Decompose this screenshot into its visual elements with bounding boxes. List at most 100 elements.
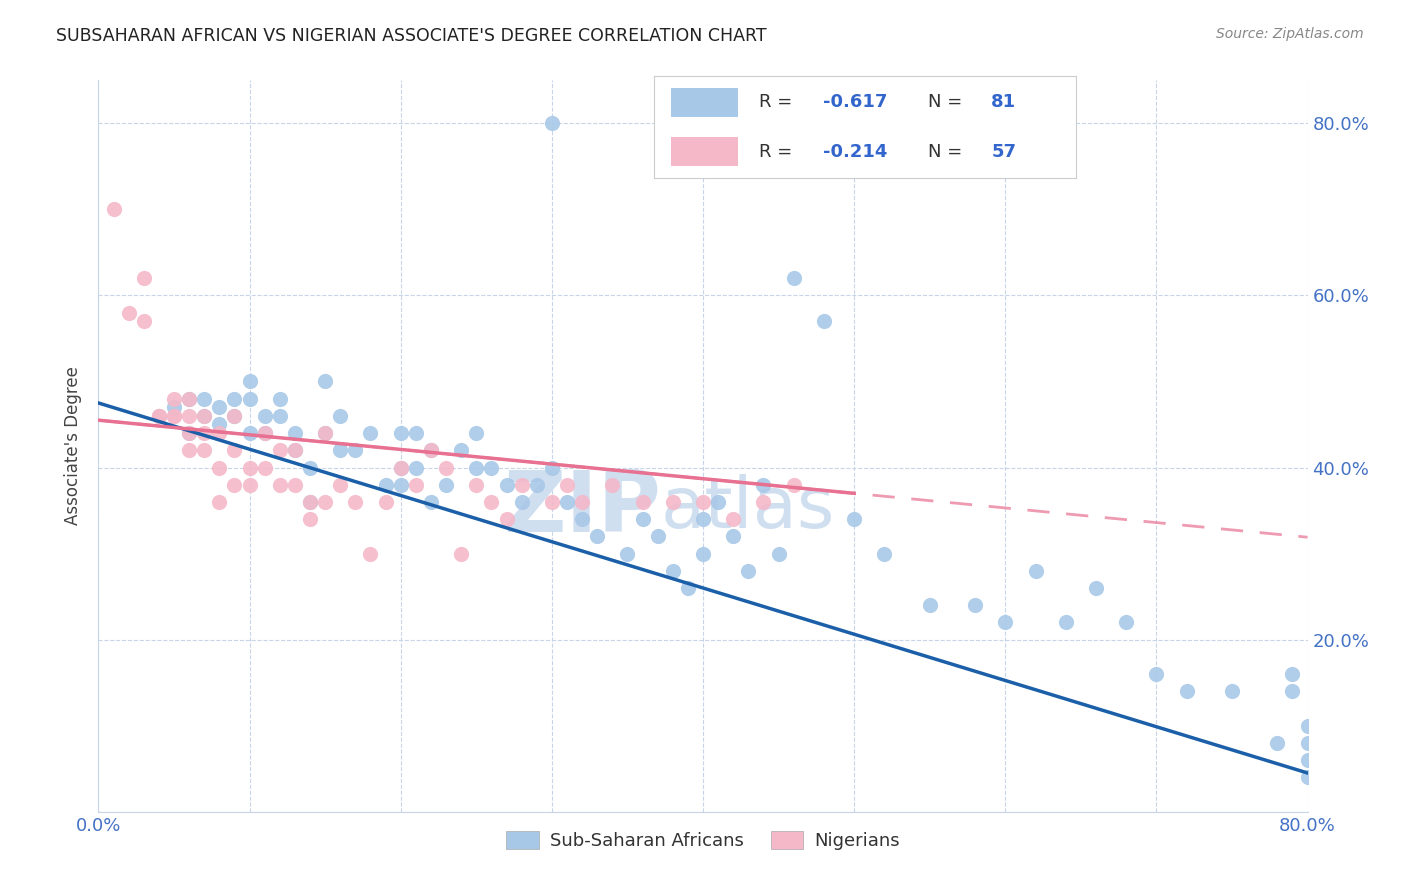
Point — [179, 409, 201, 423]
Point — [752, 495, 775, 509]
Point — [692, 512, 714, 526]
Point — [434, 460, 457, 475]
Point — [314, 495, 336, 509]
Point — [1296, 753, 1319, 767]
Point — [481, 495, 503, 509]
Point — [1220, 684, 1243, 698]
Point — [389, 477, 412, 491]
Point — [344, 495, 367, 509]
Point — [692, 495, 714, 509]
Point — [179, 426, 201, 441]
Point — [239, 392, 262, 406]
Point — [253, 409, 276, 423]
Point — [269, 409, 291, 423]
Point — [813, 314, 835, 328]
Point — [163, 392, 186, 406]
Text: -0.214: -0.214 — [823, 143, 887, 161]
Y-axis label: Associate's Degree: Associate's Degree — [65, 367, 83, 525]
Point — [163, 409, 186, 423]
Point — [965, 598, 987, 612]
Text: Source: ZipAtlas.com: Source: ZipAtlas.com — [1216, 27, 1364, 41]
Point — [647, 529, 669, 543]
Point — [571, 495, 593, 509]
Point — [676, 581, 699, 595]
Point — [284, 443, 307, 458]
Point — [737, 564, 759, 578]
Point — [103, 202, 125, 217]
Point — [329, 409, 352, 423]
Point — [179, 392, 201, 406]
Point — [510, 495, 533, 509]
Point — [224, 443, 246, 458]
Point — [1267, 736, 1289, 750]
Point — [314, 426, 336, 441]
Point — [193, 426, 215, 441]
Point — [1085, 581, 1108, 595]
Point — [224, 477, 246, 491]
Point — [299, 512, 322, 526]
Point — [450, 443, 472, 458]
Point — [1281, 667, 1303, 681]
Point — [374, 495, 396, 509]
Point — [284, 426, 307, 441]
Point — [768, 547, 790, 561]
Point — [495, 477, 517, 491]
Point — [1175, 684, 1198, 698]
Point — [1144, 667, 1167, 681]
Text: R =: R = — [759, 94, 799, 112]
Point — [661, 564, 683, 578]
Point — [253, 426, 276, 441]
Point — [193, 409, 215, 423]
Point — [434, 477, 457, 491]
Point — [495, 512, 517, 526]
Point — [269, 443, 291, 458]
Point — [873, 547, 896, 561]
Point — [526, 477, 548, 491]
Point — [616, 547, 638, 561]
Text: N =: N = — [928, 143, 967, 161]
Point — [1296, 770, 1319, 784]
Point — [208, 417, 231, 432]
Point — [239, 375, 262, 389]
Point — [314, 426, 336, 441]
Point — [783, 477, 806, 491]
Point — [132, 314, 155, 328]
Point — [374, 477, 396, 491]
Point — [344, 443, 367, 458]
Point — [465, 460, 488, 475]
Point — [360, 547, 382, 561]
Point — [405, 477, 427, 491]
Point — [586, 529, 609, 543]
Point — [193, 392, 215, 406]
Point — [631, 512, 654, 526]
Point — [661, 495, 683, 509]
Point — [132, 271, 155, 285]
Point — [329, 443, 352, 458]
Point — [723, 529, 745, 543]
Point — [148, 409, 170, 423]
Point — [193, 443, 215, 458]
Point — [540, 116, 562, 130]
Text: atlas: atlas — [661, 474, 835, 542]
Point — [465, 426, 488, 441]
Point — [208, 495, 231, 509]
Point — [224, 409, 246, 423]
Point — [299, 460, 322, 475]
Point — [844, 512, 866, 526]
FancyBboxPatch shape — [671, 137, 738, 166]
Point — [1024, 564, 1046, 578]
Point — [420, 495, 443, 509]
Point — [692, 547, 714, 561]
Point — [239, 477, 262, 491]
Text: -0.617: -0.617 — [823, 94, 887, 112]
Point — [555, 477, 578, 491]
Point — [481, 460, 503, 475]
Legend: Sub-Saharan Africans, Nigerians: Sub-Saharan Africans, Nigerians — [499, 823, 907, 857]
Point — [1115, 615, 1137, 630]
Point — [1054, 615, 1077, 630]
Point — [1296, 736, 1319, 750]
Point — [723, 512, 745, 526]
Point — [299, 495, 322, 509]
Point — [420, 443, 443, 458]
Text: N =: N = — [928, 94, 967, 112]
